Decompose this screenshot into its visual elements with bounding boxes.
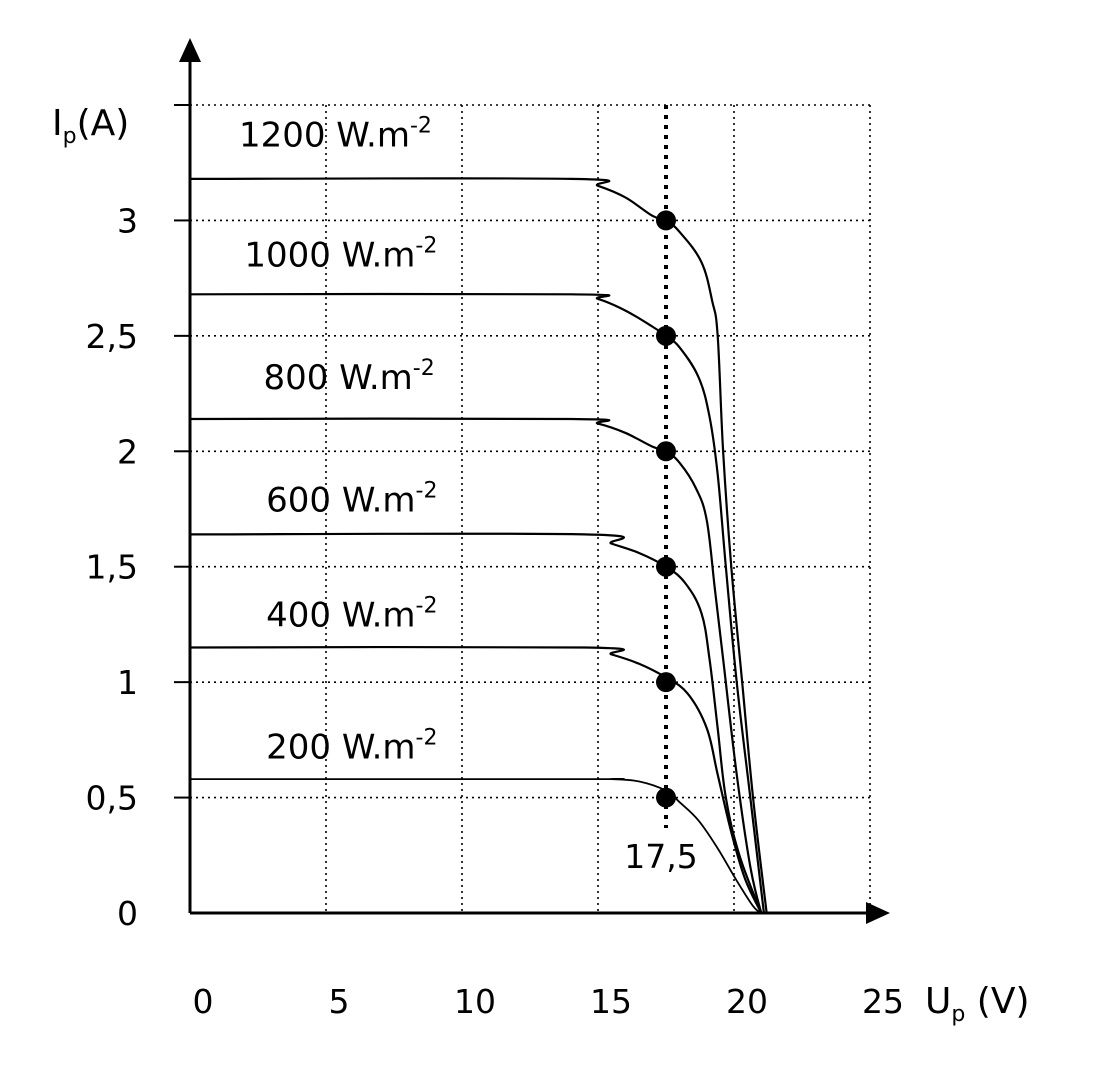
series-label: 1000 W.m-2 [244,234,437,276]
series-line [189,532,763,914]
mpp-point [656,325,676,346]
mpp-line-label: 17,5 [624,837,697,876]
mpp-point [656,441,676,462]
y-axis-arrow [179,38,201,62]
mpp-markers [656,105,676,828]
x-axis-label: Up (V) [925,981,1030,1027]
x-tick-label: 5 [329,982,350,1021]
y-axis-label: Ip(A) [52,103,129,149]
x-tick-label: 25 [862,982,904,1021]
series-label: 400 W.m-2 [266,594,437,636]
y-tick-label: 1,5 [86,548,138,587]
y-tick-label: 0 [117,894,138,933]
x-tick-label: 0 [193,982,214,1021]
series-label: 600 W.m-2 [266,478,437,520]
series-line [189,417,763,914]
series-label: 800 W.m-2 [263,356,434,398]
series-label: 1200 W.m-2 [239,114,432,156]
series-line [189,292,766,914]
y-tick-label: 3 [117,201,138,240]
x-tick-label: 20 [726,982,768,1021]
series-lines [189,177,768,914]
x-tick-label: 10 [454,982,496,1021]
y-tick-label: 2,5 [86,317,138,356]
y-tick-label: 0,5 [86,779,138,818]
mpp-point [656,556,676,577]
mpp-point [656,672,676,693]
mpp-point [656,210,676,231]
y-tick-label: 1 [117,663,138,702]
labels: 0 0,5 1 1,5 2 2,5 3 0 5 10 15 20 25 Ip(A) Up (V) 1200 W… [52,103,1030,1027]
x-axis-arrow [866,902,890,924]
series-line [189,177,768,914]
y-tick-label: 2 [117,432,138,471]
axes [174,38,890,924]
x-tick-label: 15 [590,982,632,1021]
mpp-point [656,787,676,808]
series-label: 200 W.m-2 [266,725,437,767]
